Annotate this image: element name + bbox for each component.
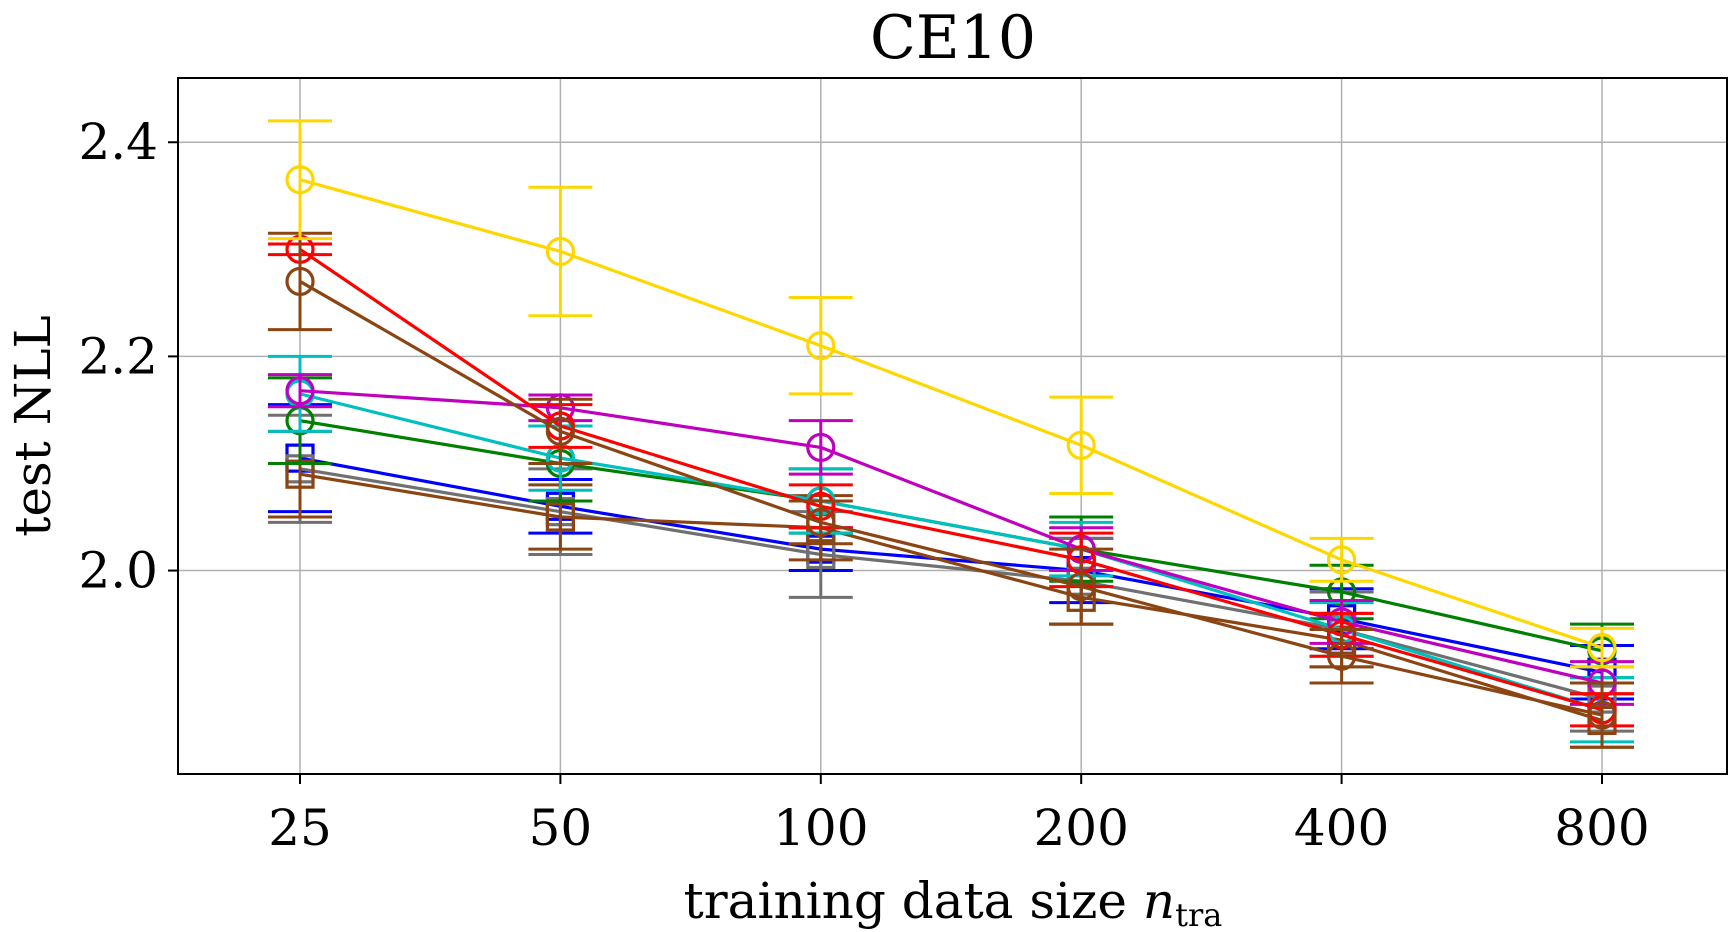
series-gold-circle: [268, 119, 1634, 669]
data-point: [806, 507, 836, 537]
x-tick-label: 50: [529, 799, 593, 857]
x-axis-label-text: training data size: [684, 872, 1127, 930]
x-tick-label: 25: [268, 799, 332, 857]
series-line: [299, 392, 1603, 712]
data-point: [545, 236, 576, 267]
x-axis-label-subscript: tra: [1175, 896, 1222, 932]
plot-frame: [177, 77, 1728, 775]
data-point: [1066, 430, 1096, 460]
series-line: [299, 472, 1603, 722]
y-tick-label: 2.2: [78, 327, 158, 385]
data-point: [806, 331, 836, 361]
x-tick-label: 800: [1554, 799, 1649, 857]
data-point: [1326, 641, 1357, 671]
series-brown-circle: [268, 231, 1634, 749]
x-tick-label: 400: [1294, 799, 1389, 857]
series-line: [299, 178, 1603, 650]
series-layer: [268, 119, 1634, 749]
x-axis-label-variable: n: [1143, 872, 1175, 930]
x-tick-label: 200: [1033, 799, 1128, 857]
y-axis-label: test NLL: [4, 315, 62, 536]
data-point: [1587, 700, 1617, 730]
series-line: [299, 456, 1603, 674]
data-point: [285, 376, 315, 406]
ticks: 25 50 100 200 400 800 2.0 2.2 2.4: [78, 113, 1649, 857]
chart-title: CE10: [870, 3, 1036, 73]
data-point: [1066, 572, 1096, 602]
y-tick-label: 2.4: [78, 113, 158, 171]
series-line: [299, 247, 1603, 712]
data-point: [1587, 633, 1617, 663]
data-point: [285, 266, 315, 297]
data-point: [806, 432, 836, 463]
series-line: [299, 467, 1603, 701]
y-tick-label: 2.0: [78, 542, 158, 600]
series-line: [299, 280, 1603, 717]
data-point: [1326, 545, 1357, 575]
data-point: [545, 502, 576, 532]
x-axis-label: training data size ntra: [684, 872, 1223, 932]
data-point: [285, 165, 315, 195]
x-tick-label: 100: [773, 799, 868, 857]
data-point: [545, 416, 576, 446]
